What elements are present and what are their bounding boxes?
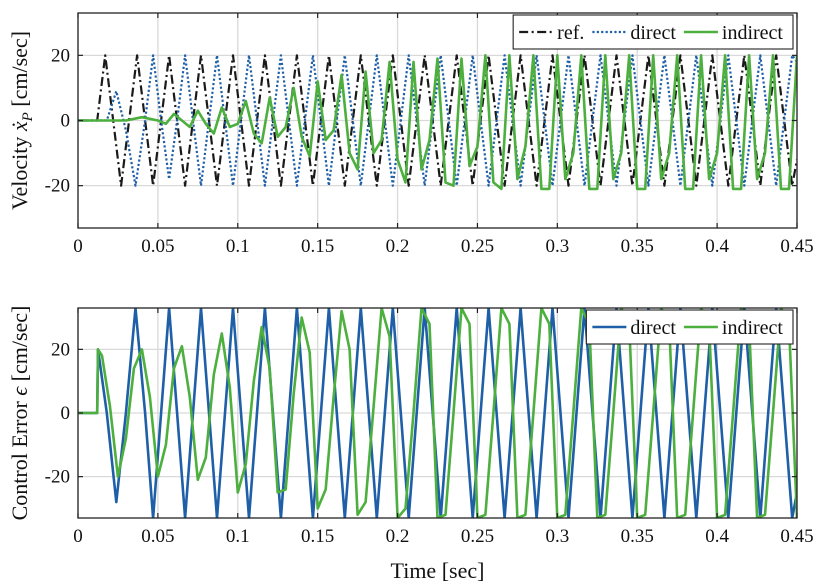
y-tick-label: 0 (61, 111, 71, 132)
x-tick-label: 0.2 (386, 526, 410, 547)
x-tick-label: 0.3 (545, 236, 569, 257)
y-tick-label: 20 (51, 45, 70, 66)
legend-label: direct (630, 317, 676, 339)
y-tick-label: 20 (51, 339, 70, 360)
legend-label: ref. (557, 22, 584, 44)
series-line-indirect (78, 308, 797, 518)
y-axis-label: Control Error ϵ [cm/sec] (7, 306, 32, 521)
x-tick-label: 0 (73, 526, 83, 547)
x-tick-label: 0.1 (226, 526, 250, 547)
x-tick-label: 0.15 (301, 526, 334, 547)
x-tick-label: 0.05 (141, 526, 174, 547)
x-tick-label: 0.2 (386, 236, 410, 257)
x-tick-label: 0.4 (705, 236, 729, 257)
x-axis-label: Time [sec] (391, 558, 485, 583)
x-tick-label: 0.35 (621, 526, 654, 547)
legend: ref. direct indirect (512, 14, 794, 50)
legend-label: indirect (722, 22, 784, 44)
legend-item: indirect (683, 22, 784, 44)
x-tick-label: 0.1 (226, 236, 250, 257)
y-tick-label: 0 (61, 403, 71, 424)
control-error-panel: 0 0.05 0.1 0.15 0.2 0.25 0.3 0.35 0.4 0.45 -20 0 20 C… (7, 306, 814, 583)
x-tick-label: 0.05 (141, 236, 174, 257)
x-tick-label: 0.25 (461, 526, 494, 547)
x-tick-label: 0 (73, 236, 83, 257)
legend-box (512, 14, 794, 50)
legend-item: ref. (519, 22, 584, 44)
y-tick-label: -20 (45, 176, 70, 197)
x-tick-label: 0.45 (780, 236, 813, 257)
x-tick-label: 0.3 (545, 526, 569, 547)
series-line-ref (78, 54, 797, 187)
x-tick-label: 0.15 (301, 236, 334, 257)
x-tick-label: 0.35 (621, 236, 654, 257)
y-tick-label: -20 (45, 467, 70, 488)
x-tick-label: 0.25 (461, 236, 494, 257)
legend-label: indirect (722, 317, 784, 339)
legend-label: direct (630, 22, 676, 44)
x-tick-label: 0.45 (780, 526, 813, 547)
series-line-indirect (78, 53, 797, 191)
legend-item: indirect (683, 317, 784, 339)
series-line-direct (78, 54, 797, 187)
y-axis-label: Velocity ẋP [cm/sec] (7, 31, 36, 210)
legend-item: direct (592, 22, 676, 44)
velocity-panel: 0 0.05 0.1 0.15 0.2 0.25 0.3 0.35 0.4 0.45 -20 0 20 V… (7, 12, 814, 257)
legend-item: direct (592, 317, 676, 339)
legend: direct indirect (585, 309, 794, 345)
x-tick-label: 0.4 (705, 526, 729, 547)
